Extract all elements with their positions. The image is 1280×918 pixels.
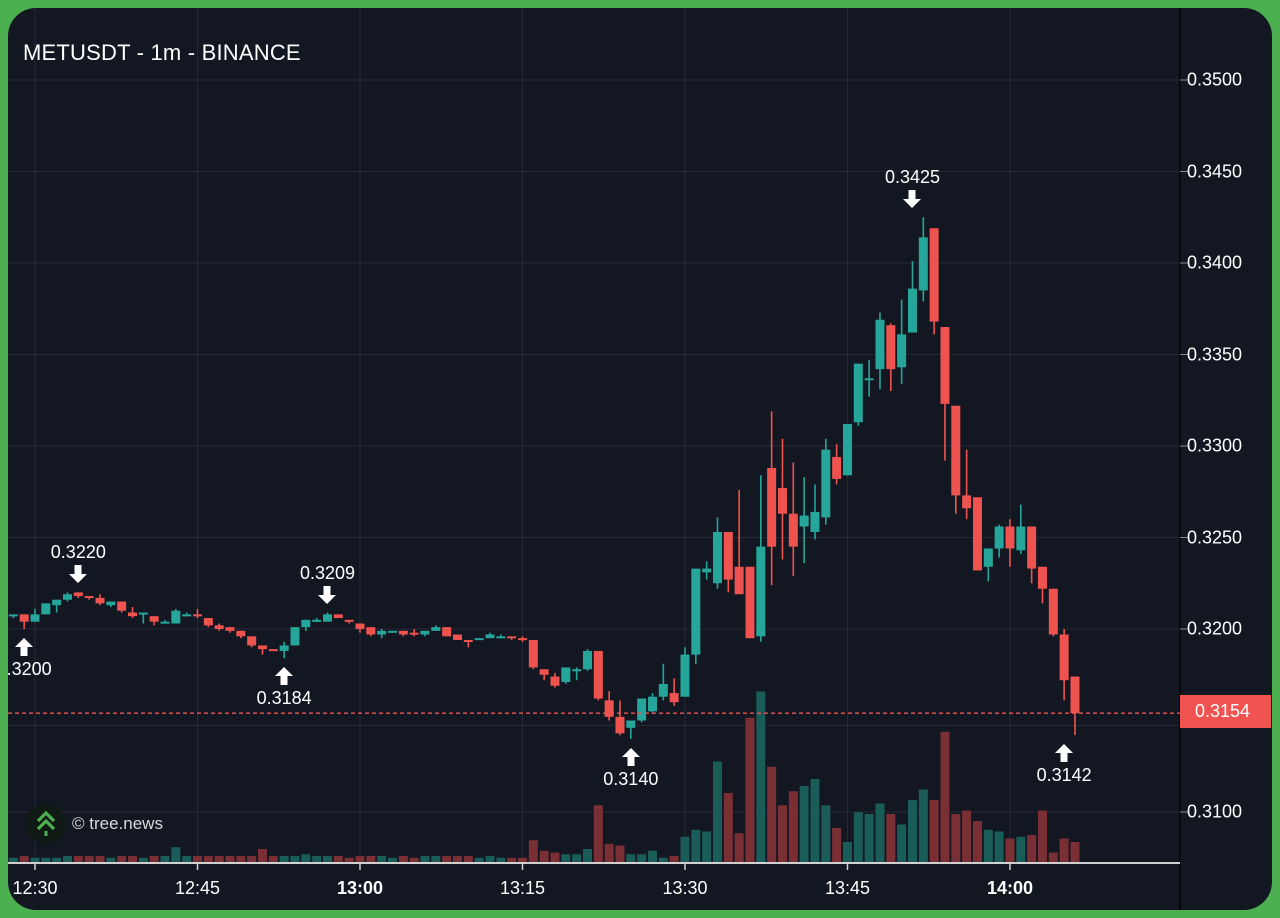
annotation-label: 0.3142 xyxy=(1036,765,1092,786)
chart-canvas[interactable] xyxy=(8,8,1272,910)
time-tick-label: 13:00 xyxy=(336,878,384,898)
annotation-label: 0.3425 xyxy=(884,167,940,188)
last-price-tag: 0.3154 xyxy=(1180,695,1271,728)
price-tick-label: 0.3300 xyxy=(1187,435,1243,456)
price-tick-label: 0.3250 xyxy=(1187,527,1243,547)
tree-logo-icon xyxy=(26,804,66,844)
arrow-down-icon xyxy=(69,565,88,584)
watermark-text: © tree.news xyxy=(72,814,163,833)
price-tick-label: 0.3400 xyxy=(1187,252,1243,273)
arrow-down-icon xyxy=(903,190,922,209)
time-tick-label: 12:30 xyxy=(12,878,58,898)
time-tick-label: 14:00 xyxy=(986,878,1033,898)
annotation-label: 0.3220 xyxy=(50,542,106,563)
time-tick-label: 13:45 xyxy=(824,878,870,898)
watermark: © tree.news xyxy=(26,804,163,844)
price-tick-label: 0.3350 xyxy=(1187,344,1243,364)
arrow-up-icon xyxy=(1055,744,1074,763)
price-tick-label: 0.3100 xyxy=(1187,801,1243,822)
annotation-label: 0.3184 xyxy=(256,688,312,709)
time-tick-label: 13:15 xyxy=(499,878,546,898)
annotation-label: 0.3209 xyxy=(299,562,356,583)
time-tick-label: 12:45 xyxy=(174,878,221,898)
price-tick-label: 0.3450 xyxy=(1187,161,1243,181)
arrow-down-icon xyxy=(318,585,337,604)
arrow-up-icon xyxy=(621,747,640,766)
arrow-up-icon xyxy=(275,667,294,686)
chart-frame: METUSDT - 1m - BINANCE 0.3500 0.3450 0.340… xyxy=(8,8,1272,910)
annotation-label: 0.3200 xyxy=(8,659,52,679)
time-tick-label: 13:30 xyxy=(662,878,708,898)
chart-title: METUSDT - 1m - BINANCE xyxy=(23,40,301,65)
annotation-label: 0.3140 xyxy=(603,768,659,789)
price-tick-label: 0.3200 xyxy=(1187,618,1243,639)
arrow-up-icon xyxy=(15,638,34,656)
price-tick-label: 0.3500 xyxy=(1187,69,1243,90)
